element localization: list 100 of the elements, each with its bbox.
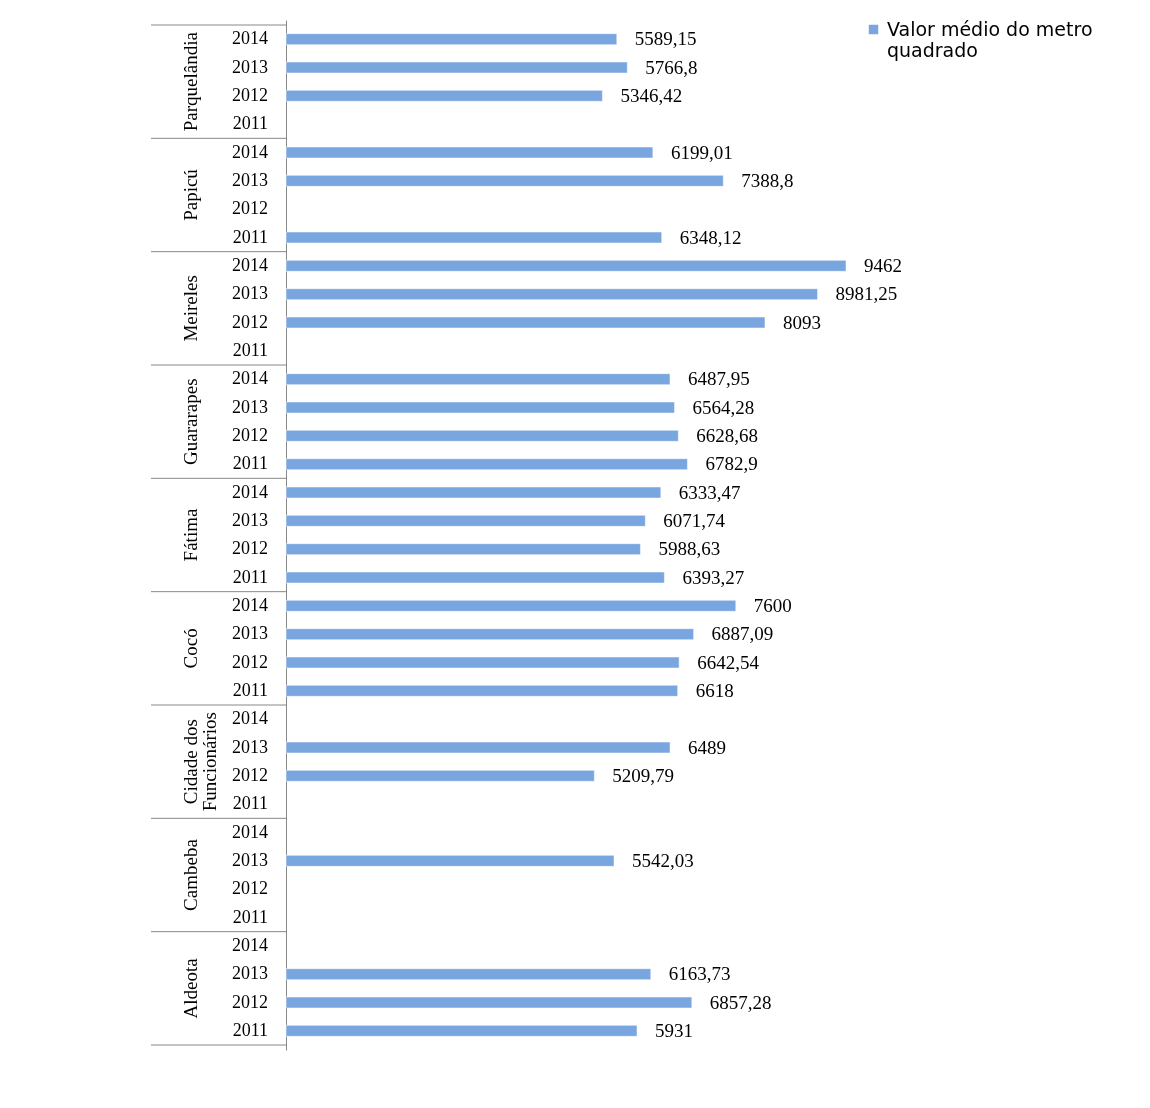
y-tick-label: 2014 (232, 28, 268, 49)
bar (285, 288, 818, 300)
data-label: 5542,03 (632, 849, 694, 871)
bar (285, 600, 737, 612)
y-tick-label: 2011 (232, 339, 268, 360)
y-tick-label: 2012 (232, 84, 268, 105)
data-label: 6642,54 (697, 651, 760, 673)
text: Guararapes (180, 378, 201, 465)
data-label: 9462 (864, 254, 902, 276)
bar (285, 401, 675, 414)
y-tick-label: 2012 (232, 764, 268, 785)
y-tick-label: 2011 (232, 906, 268, 927)
legend-label: Valor médio do metro quadrado (887, 17, 1093, 61)
data-label: 6857,28 (709, 991, 772, 1013)
bar (285, 770, 595, 782)
bar (285, 175, 724, 187)
data-label: 6487,95 (687, 368, 750, 390)
y-tick-label: 2013 (232, 396, 268, 417)
y-tick-label: 2011 (232, 226, 268, 247)
y-tick-label: 2014 (232, 481, 268, 502)
y-tick-label: 2013 (232, 56, 268, 77)
bar (285, 628, 694, 640)
data-label: 6489 (688, 736, 727, 758)
text: Meireles (180, 275, 201, 342)
bar (285, 996, 693, 1009)
y-tick-label: 2014 (232, 594, 268, 615)
bar (285, 741, 671, 754)
data-label: 5346,42 (620, 84, 683, 106)
y-tick-label: 2011 (232, 793, 268, 814)
bar (285, 515, 646, 527)
y-tick-label: 2011 (232, 1019, 268, 1040)
y-tick-label: 2014 (232, 934, 268, 955)
y-tick-label: 2013 (232, 623, 268, 644)
y-tick-label: 2013 (232, 169, 268, 190)
y-tick-label: 2013 (232, 736, 268, 757)
bar (285, 373, 671, 385)
y-tick-label: 2014 (232, 708, 268, 729)
bar (285, 33, 618, 45)
data-label: 5931 (655, 1019, 694, 1041)
y-tick-label: 2012 (232, 878, 268, 899)
data-label: 5766,8 (645, 56, 698, 78)
bar (285, 1025, 638, 1037)
y-tick-label: 2013 (232, 849, 268, 870)
text: Papicú (180, 168, 201, 221)
data-label: 6618 (695, 679, 734, 701)
y-tick-label: 2011 (232, 566, 268, 587)
y-tick-label: 2012 (232, 651, 268, 672)
data-label: 5589,15 (634, 28, 697, 50)
data-label: 6071,74 (663, 509, 726, 531)
y-tick-label: 2012 (232, 538, 268, 559)
y-tick-label: 2013 (232, 963, 268, 984)
text: Cidade dos Funcionários (180, 712, 220, 812)
data-label: 7388,8 (741, 169, 794, 191)
y-tick-label: 2011 (232, 113, 268, 134)
data-label: 5209,79 (612, 764, 675, 786)
text: Aldeota (180, 957, 201, 1019)
y-tick-label: 2014 (232, 821, 268, 842)
bar (285, 968, 652, 980)
data-label: 6393,27 (682, 566, 745, 588)
bar (285, 146, 654, 159)
text: Cambeba (180, 838, 201, 911)
bar (285, 685, 678, 697)
bar (285, 855, 615, 867)
y-tick-label: 2011 (232, 679, 268, 700)
y-tick-label: 2014 (232, 254, 268, 275)
data-label: 6199,01 (670, 141, 733, 163)
data-label: 6628,68 (696, 424, 759, 446)
bar (285, 656, 680, 669)
bar (285, 486, 662, 499)
data-label: 6564,28 (692, 396, 755, 418)
data-label: 8981,25 (835, 283, 898, 305)
bar (285, 543, 641, 555)
data-label: 6333,47 (678, 481, 741, 503)
bar (285, 430, 679, 442)
data-label: 6348,12 (679, 226, 742, 248)
data-label: 5988,63 (658, 538, 721, 560)
bar (285, 316, 766, 329)
text: Cocó (180, 628, 201, 669)
y-tick-label: 2011 (232, 453, 268, 474)
data-label: 7600 (753, 594, 792, 616)
bar (285, 260, 847, 272)
y-tick-label: 2012 (232, 198, 268, 219)
bar (285, 90, 603, 102)
y-tick-label: 2012 (232, 991, 268, 1012)
bar (285, 61, 628, 74)
data-label: 6887,09 (711, 623, 774, 645)
data-label: 8093 (782, 311, 821, 333)
bar (285, 231, 662, 244)
y-tick-label: 2012 (232, 311, 268, 332)
y-tick-label: 2014 (232, 368, 268, 389)
text: Fátima (180, 508, 201, 562)
y-tick-label: 2012 (232, 424, 268, 445)
data-label: 6782,9 (705, 453, 758, 475)
y-tick-label: 2013 (232, 509, 268, 530)
y-tick-label: 2014 (232, 141, 268, 162)
text: Parquelândia (180, 31, 201, 132)
data-label: 6163,73 (668, 963, 731, 985)
bar (285, 571, 665, 584)
y-tick-label: 2013 (232, 283, 268, 304)
bar (285, 458, 688, 470)
